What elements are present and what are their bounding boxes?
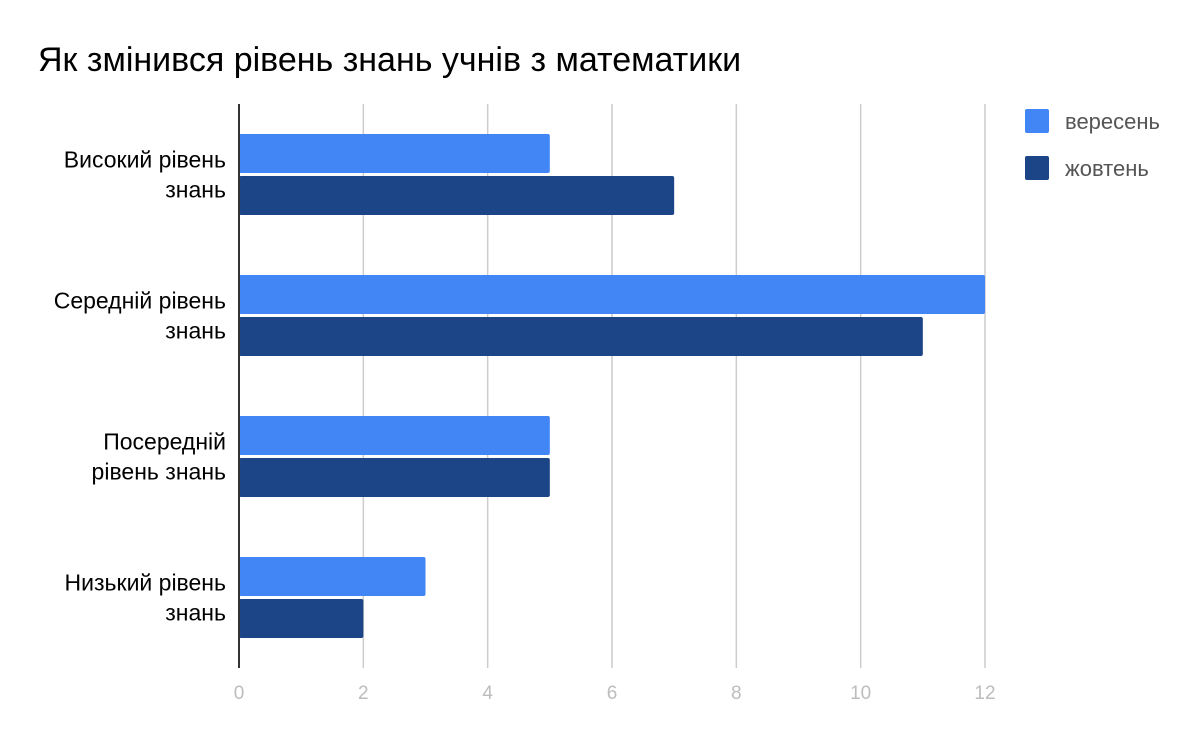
legend-label: вересень — [1065, 109, 1160, 134]
x-tick-label: 10 — [850, 683, 871, 704]
bar-series-1 — [239, 416, 550, 455]
bar-series-2 — [239, 317, 923, 356]
x-tick-labels: 0 2 4 6 8 10 12 — [234, 683, 996, 704]
bar-series-2 — [239, 599, 364, 638]
category-labels: Високий рівень знань Середній рівень знань П… — [54, 147, 226, 626]
bar-series-1 — [239, 557, 426, 596]
chart-title: Як змінився рівень знань учнів з математ… — [38, 41, 741, 79]
bars — [239, 134, 985, 638]
bar-series-1 — [239, 134, 550, 173]
x-tick-label: 0 — [234, 683, 245, 704]
x-tick-label: 4 — [482, 683, 493, 704]
x-tick-label: 8 — [731, 683, 742, 704]
category-label: Середній рівень знань — [54, 288, 226, 344]
category-label: Низький рівень знань — [65, 570, 226, 626]
legend-label: жовтень — [1065, 156, 1149, 181]
x-tick-label: 12 — [974, 683, 995, 704]
bar-series-1 — [239, 275, 985, 314]
legend: вересень жовтень — [1025, 109, 1160, 181]
legend-swatch — [1025, 156, 1049, 180]
x-tick-label: 6 — [607, 683, 618, 704]
x-tick-label: 2 — [358, 683, 369, 704]
category-label: Посередній рівень знань — [92, 429, 226, 485]
bar-series-2 — [239, 458, 550, 497]
bar-series-2 — [239, 176, 675, 215]
category-label: Високий рівень знань — [64, 147, 226, 203]
legend-swatch — [1025, 109, 1049, 133]
